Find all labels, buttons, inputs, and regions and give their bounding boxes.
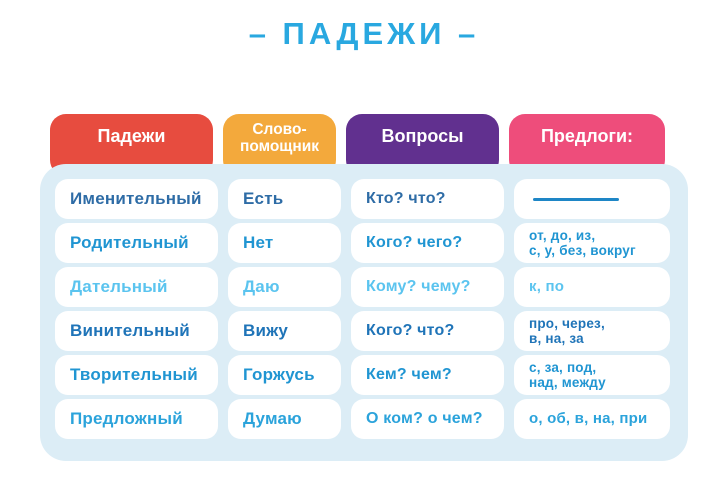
case-prepositions: к, по [514,267,670,307]
cases-table: Падежи Слово- помощник Вопросы Предлоги:… [40,114,688,461]
case-prepositions: от, до, из, с, у, без, вокруг [514,223,670,263]
helper-word: Вижу [228,311,341,351]
case-name: Родительный [55,223,218,263]
case-name: Предложный [55,399,218,439]
cases-poster: – ПАДЕЖИ – Падежи Слово- помощник Вопрос… [0,16,728,482]
case-prepositions [514,179,670,219]
helper-word: Нет [228,223,341,263]
helper-word: Думаю [228,399,341,439]
cases-board: Именительный Есть Кто? что? Родительный … [40,164,688,461]
case-questions: О ком? о чем? [351,399,504,439]
case-name: Творительный [55,355,218,395]
case-questions: Кого? что? [351,311,504,351]
case-questions: Кто? что? [351,179,504,219]
case-name: Именительный [55,179,218,219]
helper-word: Даю [228,267,341,307]
case-name: Дательный [55,267,218,307]
case-prepositions: про, через, в, на, за [514,311,670,351]
case-questions: Кого? чего? [351,223,504,263]
page-title: – ПАДЕЖИ – [248,16,480,51]
case-prepositions: с, за, под, над, между [514,355,670,395]
helper-word: Есть [228,179,341,219]
column-headers: Падежи Слово- помощник Вопросы Предлоги: [40,114,688,176]
case-questions: Кем? чем? [351,355,504,395]
dash-line [533,197,619,201]
helper-word: Горжусь [228,355,341,395]
case-prepositions: о, об, в, на, при [514,399,670,439]
case-name: Винительный [55,311,218,351]
case-questions: Кому? чему? [351,267,504,307]
cases-grid: Именительный Есть Кто? что? Родительный … [55,179,670,439]
